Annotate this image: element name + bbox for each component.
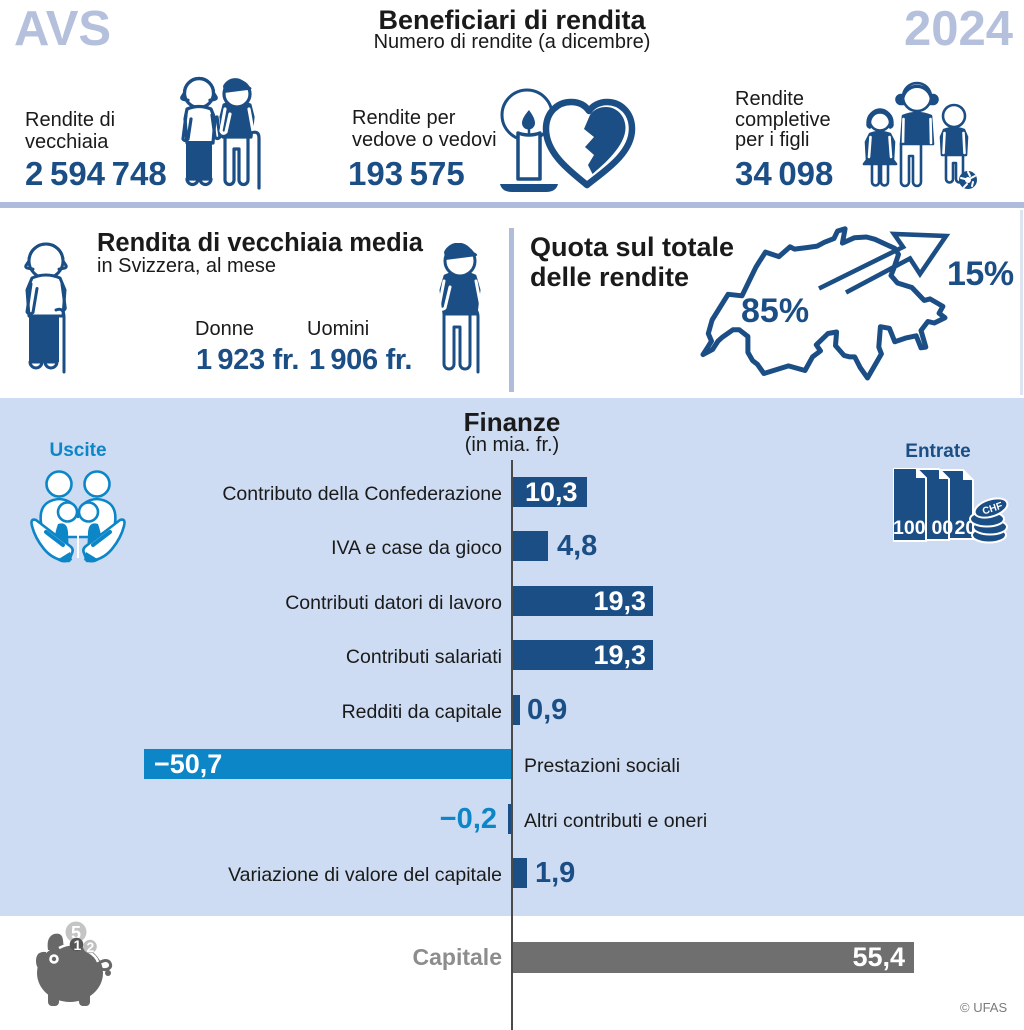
svg-text:00: 00 — [932, 517, 954, 539]
svg-text:1: 1 — [74, 937, 82, 953]
svg-text:2: 2 — [87, 939, 95, 955]
svg-text:100: 100 — [893, 517, 926, 539]
svg-text:5: 5 — [71, 923, 81, 943]
